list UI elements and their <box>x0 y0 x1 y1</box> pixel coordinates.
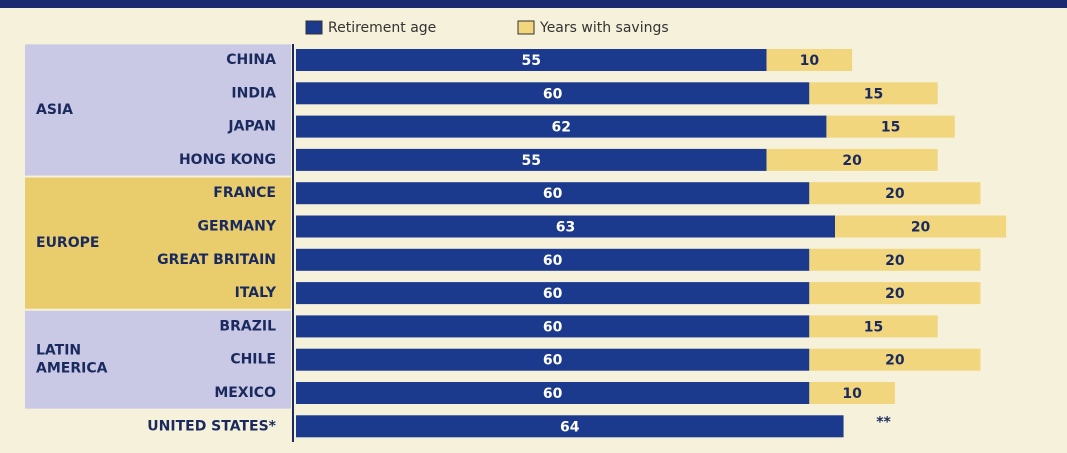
bar <box>766 49 853 71</box>
y-tick-label: UNITED STATES* <box>147 418 276 434</box>
bar <box>296 315 810 338</box>
bar <box>809 182 981 205</box>
value-label: 60 <box>543 86 563 102</box>
group-band <box>25 310 291 409</box>
value-label: 20 <box>885 253 905 269</box>
y-tick-label: INDIA <box>231 85 276 101</box>
value-label: 20 <box>911 220 931 236</box>
bar <box>296 182 810 205</box>
bar <box>296 215 835 238</box>
y-tick-label: ITALY <box>235 285 277 301</box>
value-label: 20 <box>885 286 905 302</box>
y-tick-label: FRANCE <box>213 185 276 201</box>
bar <box>296 49 767 71</box>
top-band <box>0 0 1067 8</box>
value-label: 15 <box>881 120 900 136</box>
value-label: 20 <box>885 186 905 202</box>
bar <box>826 115 955 138</box>
bar <box>835 215 1007 238</box>
y-tick-label: JAPAN <box>227 119 276 135</box>
value-label: 20 <box>842 153 862 169</box>
bar <box>809 315 938 338</box>
group-band <box>25 44 291 176</box>
value-label: 15 <box>864 86 883 102</box>
value-label: 63 <box>556 220 575 236</box>
value-label: 10 <box>842 386 862 402</box>
y-tick-label: CHINA <box>226 52 276 68</box>
bar <box>809 348 981 371</box>
bar <box>296 348 810 371</box>
legend-swatch <box>305 20 323 35</box>
bar <box>809 282 981 305</box>
bar <box>296 115 827 138</box>
bar <box>296 148 767 171</box>
y-tick-label: MEXICO <box>214 385 276 401</box>
bar <box>766 148 938 171</box>
y-tick-label: GREAT BRITAIN <box>157 252 276 268</box>
value-label: 60 <box>543 186 563 202</box>
value-label: 60 <box>543 319 563 335</box>
value-label: 55 <box>522 53 541 69</box>
bar <box>809 82 938 105</box>
y-tick-label: GERMANY <box>198 219 277 235</box>
value-label: 62 <box>551 120 570 136</box>
y-tick-label: BRAZIL <box>219 318 276 334</box>
value-label: 55 <box>522 153 541 169</box>
value-label: 60 <box>543 253 563 269</box>
bar <box>296 282 810 305</box>
bar <box>296 382 810 404</box>
bar <box>809 382 895 404</box>
group-label: ASIA <box>36 102 73 118</box>
value-label: ** <box>876 414 891 430</box>
value-label: 60 <box>543 386 563 402</box>
y-tick-label: HONG KONG <box>179 152 276 168</box>
value-label: 15 <box>864 319 883 335</box>
value-label: 60 <box>543 353 563 369</box>
bar <box>296 248 810 271</box>
bar <box>809 248 981 271</box>
y-tick-label: CHILE <box>230 352 276 368</box>
legend-label: Retirement age <box>328 20 436 36</box>
bar <box>296 415 844 438</box>
group-label: EUROPE <box>36 235 99 251</box>
bar <box>296 82 810 105</box>
group-label: AMERICA <box>36 361 108 377</box>
value-label: 10 <box>800 53 820 69</box>
legend-swatch <box>517 20 535 35</box>
value-label: 20 <box>885 353 905 369</box>
group-band <box>25 177 291 309</box>
group-label: LATIN <box>36 343 81 359</box>
legend-label: Years with savings <box>539 20 669 36</box>
value-label: 60 <box>543 286 563 302</box>
value-label: 64 <box>560 419 580 435</box>
